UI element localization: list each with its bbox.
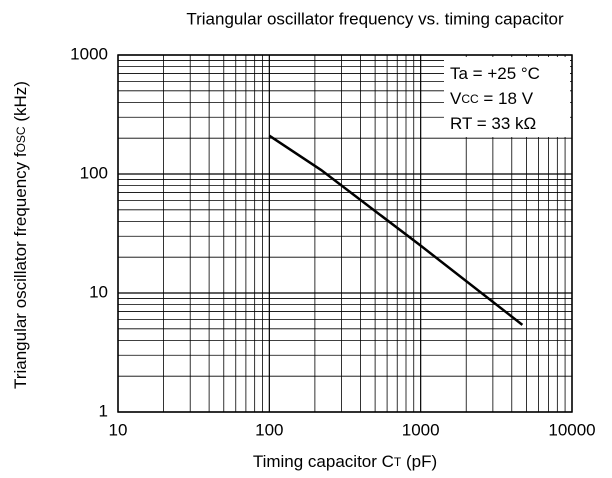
annotation: VCC = 18 V [450, 89, 534, 108]
text-part: (kHz) [11, 81, 30, 126]
data-line [268, 134, 524, 326]
x-tick-label: 10000 [548, 420, 595, 439]
subscript: CC [461, 92, 479, 106]
y-tick-label: 100 [80, 163, 108, 182]
text-part: V [450, 89, 462, 108]
text-part: (pF) [401, 452, 437, 471]
x-tick-label: 10 [109, 420, 128, 439]
annotation: RT = 33 kΩ [450, 114, 536, 133]
text-part: = 18 V [479, 89, 534, 108]
x-tick-label: 1000 [402, 420, 440, 439]
y-axis-label: Triangular oscillator frequency fOSC (kH… [11, 81, 30, 389]
annotation-box [444, 57, 570, 137]
y-tick-label: 1000 [70, 44, 108, 63]
subscript: OSC [14, 126, 28, 152]
y-tick-label: 10 [89, 282, 108, 301]
x-tick-label: 100 [255, 420, 283, 439]
plot-frame [117, 54, 573, 413]
subscript: T [394, 455, 402, 469]
text-part: RT = 33 kΩ [450, 114, 536, 133]
text-part: Triangular oscillator frequency f [11, 152, 30, 389]
annotation: Ta = +25 °C [450, 64, 540, 83]
chart-title: Triangular oscillator frequency vs. timi… [186, 9, 564, 28]
x-axis-label: Timing capacitor CT (pF) [253, 452, 437, 471]
text-part: Timing capacitor C [253, 452, 394, 471]
y-tick-label: 1 [99, 401, 108, 420]
text-part: Ta = +25 °C [450, 64, 540, 83]
